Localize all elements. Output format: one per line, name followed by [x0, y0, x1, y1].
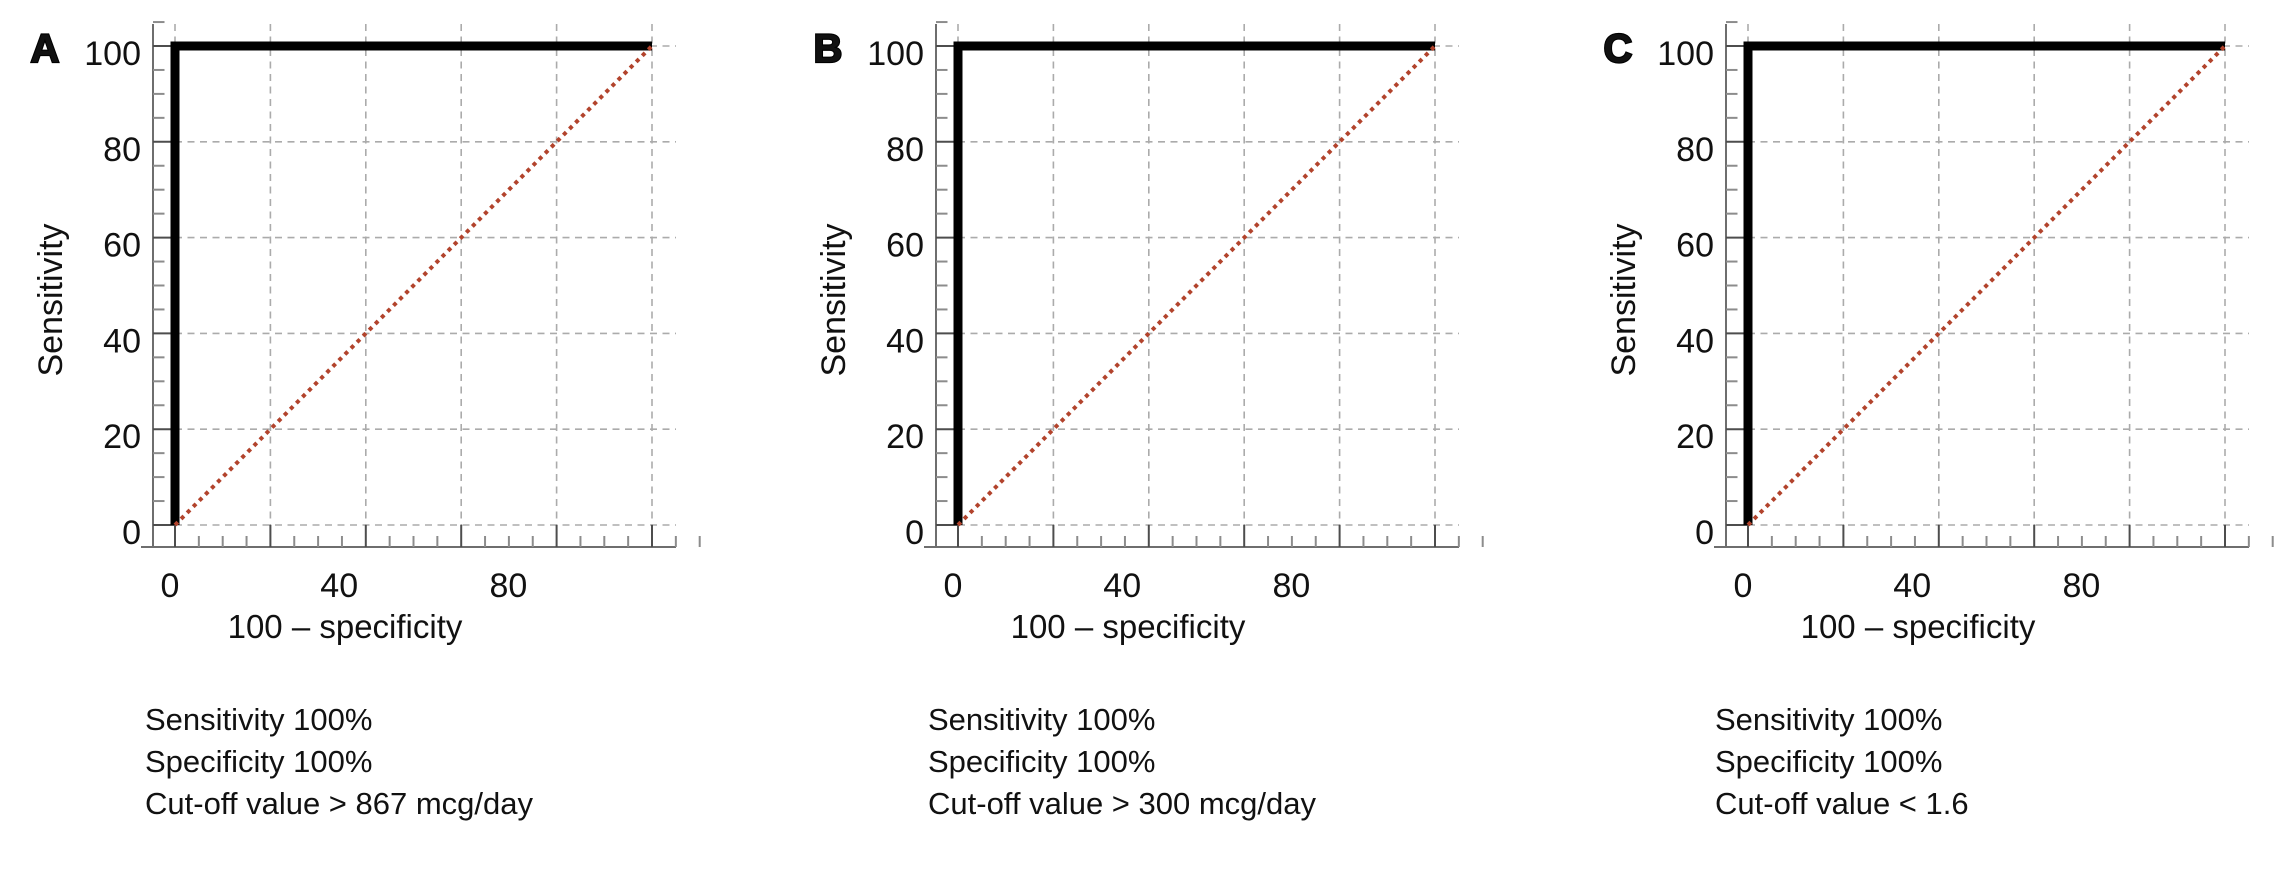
y-tick-label: 0: [1695, 514, 1714, 552]
stat-sensitivity: Sensitivity 100%: [1715, 702, 1943, 737]
plot-group: 0 20 40 60 80 100 0 40 80 100 – specificity Sensit…: [29, 21, 701, 645]
roc-curve-line: [953, 41, 1435, 525]
y-tick-label: 40: [103, 322, 141, 360]
y-tick-label: 100: [867, 35, 924, 73]
y-tick-label: 40: [886, 322, 924, 360]
stats-block-c: Sensitivity 100% Specificity 100% Cut-of…: [1715, 699, 1969, 825]
x-tick-label: 40: [320, 567, 358, 605]
roc-panel-c: 0 20 40 60 80 100 0 40 80 100 – specificity Sensit…: [1518, 0, 2277, 878]
y-axis-title: Sensitivity: [815, 223, 853, 376]
x-tick-label: 40: [1103, 567, 1141, 605]
stat-specificity: Specificity 100%: [1715, 744, 1943, 779]
y-tick-label: 20: [1676, 418, 1714, 456]
x-tick-label: 0: [161, 567, 180, 605]
y-tick-label: 80: [886, 131, 924, 169]
stats-block-a: Sensitivity 100% Specificity 100% Cut-of…: [145, 699, 533, 825]
y-tick-label: 60: [886, 227, 924, 265]
reference-diagonal-line: [956, 44, 1437, 527]
y-tick-label: 20: [886, 418, 924, 456]
roc-chart-b: 0 20 40 60 80 100 0 40 80 100 – specificity Sensit…: [812, 21, 1484, 645]
y-tick-label: 80: [103, 131, 141, 169]
reference-diagonal-line: [1746, 44, 2227, 527]
y-tick-label: 100: [84, 35, 141, 73]
stat-sensitivity: Sensitivity 100%: [928, 702, 1156, 737]
x-tick-label: 80: [1272, 567, 1310, 605]
x-axis-title: 100 – specificity: [228, 608, 463, 645]
stat-cutoff: Cut-off value > 300 mcg/day: [928, 786, 1317, 821]
stat-cutoff: Cut-off value > 867 mcg/day: [145, 786, 534, 821]
x-axis-title: 100 – specificity: [1801, 608, 2036, 645]
y-tick-label: 100: [1657, 35, 1714, 73]
x-tick-label: 0: [944, 567, 963, 605]
panel-label: A: [31, 27, 60, 71]
y-tick-label: 0: [122, 514, 141, 552]
roc-curve-line: [170, 41, 652, 525]
roc-panel-a: 0 20 40 60 80 100 0 40 80 100 – specificity Sensit…: [0, 0, 759, 878]
stat-sensitivity: Sensitivity 100%: [145, 702, 373, 737]
x-tick-label: 80: [489, 567, 527, 605]
roc-curve-line: [1743, 41, 2225, 525]
y-tick-label: 80: [1676, 131, 1714, 169]
roc-chart-a: 0 20 40 60 80 100 0 40 80 100 – specificity Sensit…: [29, 21, 701, 645]
stat-cutoff: Cut-off value < 1.6: [1715, 786, 1969, 821]
panel-label: B: [814, 27, 843, 71]
reference-diagonal-line: [173, 44, 654, 527]
y-tick-label: 0: [905, 514, 924, 552]
panel-label: C: [1604, 27, 1633, 71]
y-axis-title: Sensitivity: [1605, 223, 1643, 376]
roc-panel-b: 0 20 40 60 80 100 0 40 80 100 – specificity Sensit…: [759, 0, 1518, 878]
x-tick-label: 0: [1734, 567, 1753, 605]
y-axis-title: Sensitivity: [32, 223, 70, 376]
y-tick-label: 60: [1676, 227, 1714, 265]
plot-group: 0 20 40 60 80 100 0 40 80 100 – specificity Sensit…: [1602, 21, 2274, 645]
stat-specificity: Specificity 100%: [928, 744, 1156, 779]
y-tick-label: 60: [103, 227, 141, 265]
x-axis-title: 100 – specificity: [1011, 608, 1246, 645]
y-tick-label: 20: [103, 418, 141, 456]
plot-group: 0 20 40 60 80 100 0 40 80 100 – specificity Sensit…: [812, 21, 1484, 645]
stats-block-b: Sensitivity 100% Specificity 100% Cut-of…: [928, 699, 1316, 825]
x-tick-label: 80: [2062, 567, 2100, 605]
stat-specificity: Specificity 100%: [145, 744, 373, 779]
y-tick-label: 40: [1676, 322, 1714, 360]
roc-chart-c: 0 20 40 60 80 100 0 40 80 100 – specificity Sensit…: [1602, 21, 2274, 645]
x-tick-label: 40: [1893, 567, 1931, 605]
